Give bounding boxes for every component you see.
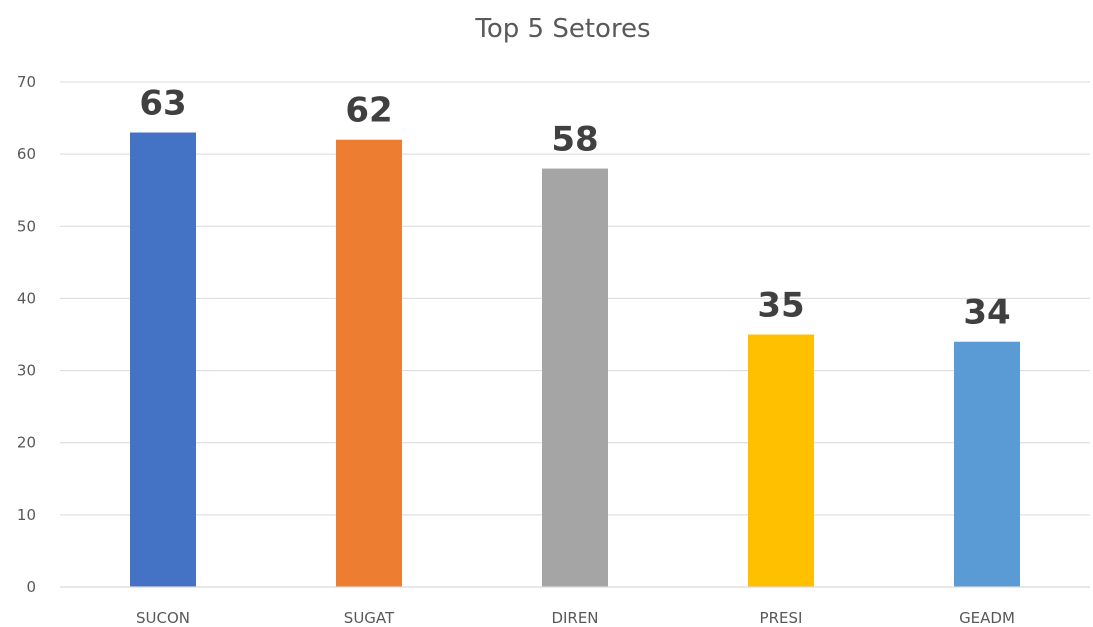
data-label-diren: 58 — [551, 120, 598, 160]
y-tick-label: 40 — [17, 289, 36, 307]
y-tick-label: 70 — [17, 73, 36, 91]
y-tick-label: 60 — [17, 145, 36, 163]
bar-geadm — [954, 341, 1020, 587]
y-tick-label: 50 — [17, 217, 36, 235]
data-label-geadm: 34 — [963, 293, 1010, 333]
data-label-presi: 35 — [757, 286, 804, 326]
x-axis-tick-labels: SUCON SUGAT DIREN PRESI GEADM — [136, 609, 1015, 627]
data-label-sugat: 62 — [345, 91, 392, 131]
data-labels: 63 62 58 35 34 — [139, 84, 1010, 333]
y-tick-label: 20 — [17, 434, 36, 452]
x-tick-label-sugat: SUGAT — [344, 609, 395, 627]
bar-presi — [748, 334, 814, 587]
y-tick-label: 10 — [17, 506, 36, 524]
bars — [130, 132, 1020, 588]
x-tick-label-diren: DIREN — [551, 609, 598, 627]
bar-sugat — [336, 139, 402, 587]
bar-diren — [542, 168, 608, 588]
y-tick-label: 30 — [17, 362, 36, 380]
x-tick-label-presi: PRESI — [760, 609, 803, 627]
x-tick-label-geadm: GEADM — [959, 609, 1015, 627]
x-tick-label-sucon: SUCON — [136, 609, 190, 627]
y-axis-tick-labels: 0 10 20 30 40 50 60 70 — [17, 73, 36, 596]
bar-sucon — [130, 132, 196, 587]
data-label-sucon: 63 — [139, 84, 186, 124]
y-tick-label: 0 — [26, 578, 36, 596]
chart-title: Top 5 Setores — [474, 14, 650, 44]
